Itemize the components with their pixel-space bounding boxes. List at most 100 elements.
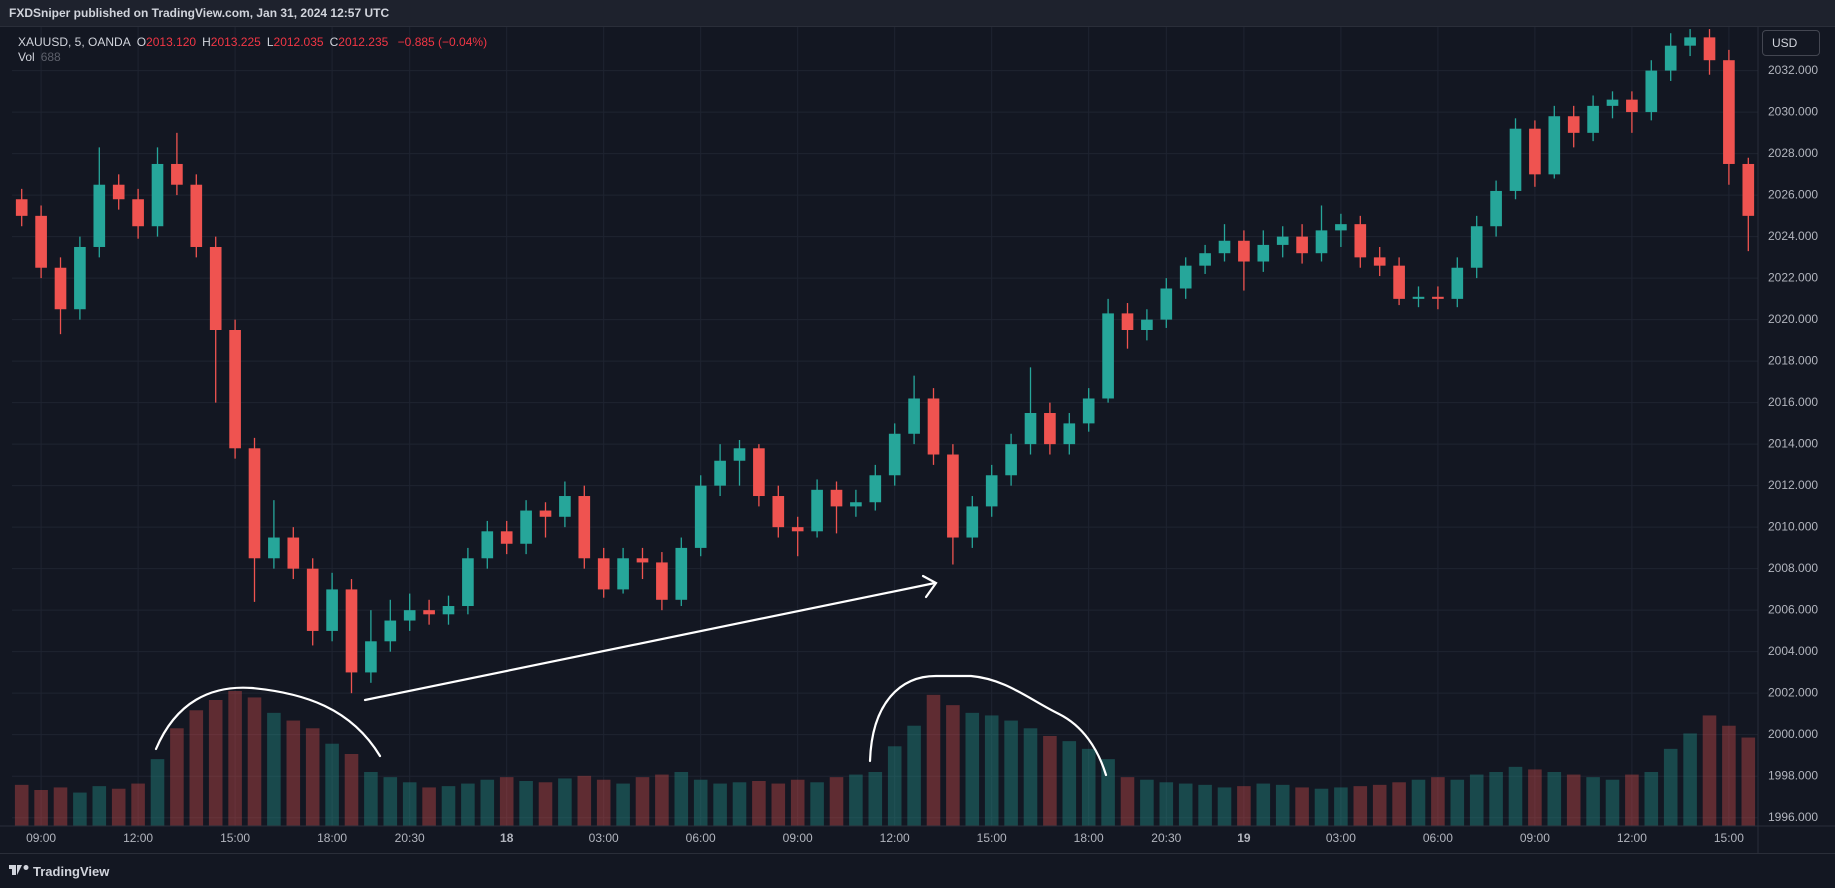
volume-bar (1081, 748, 1096, 826)
candle-body (306, 568, 319, 631)
candle-body (384, 620, 397, 642)
volume-bar (926, 694, 941, 826)
volume-bar (344, 754, 359, 826)
volume-bar (92, 786, 107, 826)
candle-body (462, 558, 474, 607)
candle-body (869, 475, 882, 503)
candle-body (287, 537, 300, 569)
volume-bar (267, 712, 281, 826)
volume-bar (364, 772, 378, 826)
volume-bar (325, 743, 339, 826)
ohlc-value: 2013.225 (210, 35, 261, 49)
volume-bar (1489, 772, 1503, 826)
hand-drawn-arc (154, 686, 382, 758)
candle-body (714, 460, 726, 486)
volume-bar (402, 782, 417, 826)
y-tick-label: 2002.000 (1768, 685, 1818, 699)
volume-bar (34, 790, 48, 826)
ohlc-value: 2012.235 (338, 35, 389, 49)
volume-bar (1741, 737, 1756, 826)
candle-body (578, 496, 591, 559)
arrow-line (363, 581, 937, 702)
candle-body (326, 589, 338, 631)
symbol-legend: XAUUSD, 5, OANDA O2013.120 H2013.225 L2012.… (18, 34, 487, 50)
candle-body (15, 199, 28, 216)
ohlc-key: C (329, 35, 339, 49)
volume-bar (713, 783, 727, 826)
candle-body (1742, 163, 1755, 216)
candle-body (1451, 267, 1464, 299)
y-tick-label: 2006.000 (1768, 602, 1818, 616)
volume-bar (441, 786, 456, 826)
volume-bar (1295, 787, 1309, 826)
y-tick-label: 1998.000 (1768, 768, 1818, 782)
y-tick-label: 2018.000 (1768, 353, 1818, 367)
candle-body (481, 531, 494, 559)
volume-bar (1159, 782, 1174, 826)
volume-bar (1644, 772, 1659, 826)
candle-body (1063, 423, 1076, 445)
volume-bar (1004, 720, 1018, 826)
candle-body (229, 329, 241, 449)
candle-body (1373, 257, 1386, 266)
candle-body (753, 448, 765, 497)
x-tick-label: 03:00 (1326, 831, 1356, 845)
volume-bar (1275, 784, 1290, 826)
volume-bar (1043, 736, 1057, 826)
candle-body (1684, 37, 1696, 46)
price-pane (15, 29, 1755, 694)
candle-body (1160, 288, 1173, 320)
candle-body (1102, 313, 1114, 399)
candle-body (1082, 398, 1095, 424)
volume-bar (887, 746, 902, 826)
volume-bar (170, 728, 184, 826)
y-tick-label: 2016.000 (1768, 395, 1818, 409)
volume-bar (868, 772, 883, 826)
candle-body (694, 485, 707, 548)
candle-body (1141, 319, 1153, 330)
volume-bar (53, 787, 68, 826)
candle-body (268, 537, 280, 559)
candle-body (1432, 296, 1444, 299)
candle-body (772, 496, 785, 528)
volume-bar (1237, 786, 1251, 826)
volume-bar (228, 691, 242, 826)
y-tick-label: 2004.000 (1768, 644, 1818, 658)
y-tick-label: 2030.000 (1768, 104, 1818, 118)
candle-body (656, 562, 668, 600)
volume-bar (1334, 787, 1348, 826)
candle-body (423, 610, 435, 615)
volume-bar (1023, 728, 1038, 826)
x-tick-label: 15:00 (1714, 831, 1744, 845)
logo-text: TradingView (33, 864, 110, 879)
volume-bar (1683, 733, 1697, 826)
change: −0.885 (−0.04%) (397, 35, 488, 49)
x-tick-label: 12:00 (880, 831, 910, 845)
volume-bar (596, 779, 611, 826)
volume-bar (286, 720, 301, 826)
volume-bar (771, 783, 786, 826)
x-tick-label: 12:00 (123, 831, 153, 845)
candle-body (1218, 240, 1231, 254)
x-tick-label: 09:00 (1520, 831, 1550, 845)
y-tick-label: 2012.000 (1768, 478, 1818, 492)
candle-body (927, 398, 940, 455)
candle-body (791, 527, 804, 532)
volume-bar (111, 788, 126, 826)
candle-body (1509, 128, 1522, 191)
volume-bar (189, 710, 204, 826)
currency-button[interactable]: USD (1762, 30, 1820, 56)
volume-bar (1663, 748, 1678, 826)
footer: TradingView (0, 853, 1835, 888)
candle-body (1393, 265, 1405, 299)
volume-bar (1722, 725, 1736, 826)
volume-bar (984, 715, 999, 826)
x-tick-label: 18:00 (1074, 831, 1104, 845)
candle-body (1529, 128, 1541, 175)
x-tick-label: 03:00 (589, 831, 619, 845)
candle-body (966, 506, 979, 538)
y-tick-label: 2020.000 (1768, 312, 1818, 326)
candle-body (1296, 236, 1308, 254)
candle-body (830, 489, 843, 507)
